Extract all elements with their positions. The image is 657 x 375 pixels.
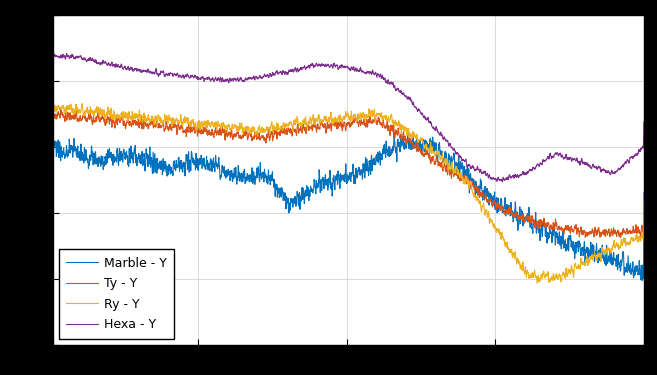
Ry - Y (640, 196, 648, 201)
Hexa - Y (301, 66, 309, 70)
Hexa - Y (640, 119, 648, 124)
Hexa - Y (63, 51, 71, 56)
Marble - Y (151, 159, 159, 163)
Ty - Y (275, 130, 283, 134)
Ry - Y (533, 281, 541, 285)
Ty - Y (564, 225, 572, 230)
Line: Marble - Y: Marble - Y (53, 119, 644, 280)
Marble - Y (301, 191, 309, 196)
Legend: Marble - Y, Ty - Y, Ry - Y, Hexa - Y: Marble - Y, Ty - Y, Ry - Y, Hexa - Y (59, 249, 174, 339)
Ry - Y (151, 114, 159, 119)
Ty - Y (49, 93, 57, 97)
Hexa - Y (49, 62, 57, 66)
Marble - Y (116, 159, 124, 163)
Marble - Y (638, 278, 646, 283)
Ry - Y (116, 116, 124, 120)
Ry - Y (49, 91, 57, 95)
Ry - Y (275, 127, 283, 131)
Line: Ry - Y: Ry - Y (53, 93, 644, 283)
Marble - Y (628, 267, 636, 272)
Ty - Y (116, 120, 124, 125)
Marble - Y (564, 249, 572, 253)
Ry - Y (629, 238, 637, 243)
Line: Ty - Y: Ty - Y (53, 95, 644, 238)
Hexa - Y (499, 179, 507, 184)
Marble - Y (640, 210, 648, 214)
Hexa - Y (275, 70, 283, 75)
Ty - Y (640, 190, 648, 195)
Hexa - Y (629, 156, 637, 160)
Hexa - Y (565, 158, 573, 162)
Ty - Y (151, 124, 159, 128)
Ry - Y (565, 271, 573, 275)
Marble - Y (275, 195, 283, 200)
Hexa - Y (116, 65, 124, 70)
Ty - Y (629, 230, 637, 234)
Hexa - Y (151, 69, 159, 74)
Marble - Y (49, 117, 57, 122)
Ty - Y (616, 236, 624, 240)
Line: Hexa - Y: Hexa - Y (53, 54, 644, 181)
Ry - Y (301, 122, 309, 127)
Ty - Y (301, 125, 309, 129)
